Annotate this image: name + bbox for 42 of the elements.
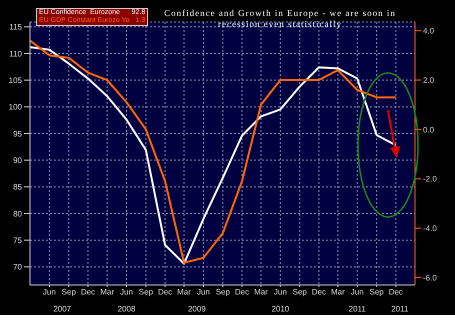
x-tick-label: Jun (274, 288, 287, 297)
y-tick-label: 115 (9, 22, 23, 32)
x-tick-label: Sep (138, 288, 154, 297)
y-tick-label: 100 (8, 102, 23, 112)
y-tick-label: 70 (13, 262, 23, 272)
x-tick-label: Dec (80, 288, 96, 297)
x-tick-label: Mar (330, 288, 346, 297)
y-tick-label: 105 (8, 76, 23, 85)
y-tick-label: 85 (13, 182, 23, 192)
x-tick-label: Dec (158, 288, 172, 297)
x-tick-label: Jun (350, 288, 364, 297)
y2-tick-label: -2.0 (423, 174, 438, 184)
x-tick-label: Dec (234, 288, 250, 297)
x-tick-label: Sep (370, 288, 384, 297)
x-tick-label: Jun (120, 288, 133, 297)
x-tick-label: Dec (388, 288, 403, 297)
x-tick-label: Jun (196, 288, 210, 297)
y-tick-label: 80 (13, 209, 23, 218)
x2-tick-label: 2008 (118, 304, 136, 314)
x2-tick-label: 2011 (391, 304, 409, 314)
y2-tick-label: -4.0 (423, 224, 438, 234)
y2-tick-label: 2.0 (423, 76, 435, 85)
x-tick-label: Mar (177, 288, 192, 297)
y2-tick-label: 4.0 (423, 26, 435, 36)
x2-tick-label: 2009 (188, 304, 206, 314)
y2-tick-label: -6.0 (423, 273, 438, 282)
y2-tick-label: 0.0 (423, 125, 435, 134)
x2-tick-label: 2010 (271, 304, 290, 314)
x-tick-label: Mar (100, 288, 114, 297)
y-tick-label: 95 (13, 129, 23, 138)
y-tick-label: 110 (9, 49, 23, 58)
x-tick-label: Sep (62, 288, 76, 297)
y-tick-label: 90 (13, 156, 23, 166)
x-tick-label: Sep (292, 288, 308, 297)
x2-tick-label: 2007 (53, 304, 72, 314)
x-tick-label: Jun (42, 288, 56, 297)
x-tick-label: Mar (254, 288, 268, 297)
y-tick-label: 75 (13, 236, 23, 246)
chart-title: Confidence and Growth in Europe - we are soon in recession even statistically (163, 8, 397, 30)
x2-tick-label: 2011 (348, 304, 366, 314)
x-tick-label: Sep (216, 288, 230, 297)
x-tick-label: Dec (312, 288, 326, 297)
